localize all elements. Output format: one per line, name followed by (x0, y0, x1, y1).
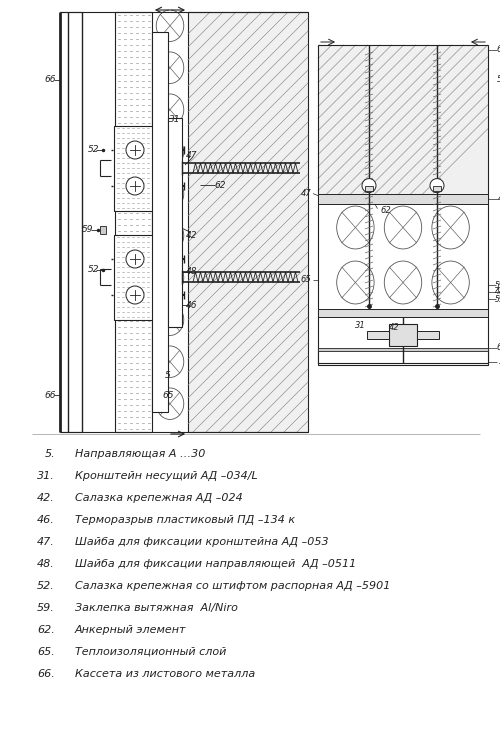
Text: Салазка крепежная АД –024: Салазка крепежная АД –024 (75, 493, 243, 503)
Bar (100, 226, 106, 234)
Text: 52.: 52. (37, 581, 55, 591)
Circle shape (362, 178, 376, 192)
Bar (389, 324, 417, 346)
Text: 66: 66 (44, 75, 56, 84)
Bar (417, 331, 439, 339)
Text: Салазка крепежная со штифтом распорная АД –5901: Салазка крепежная со штифтом распорная А… (75, 581, 390, 591)
Bar (318, 45, 488, 198)
Circle shape (430, 178, 444, 192)
Text: 59.: 59. (37, 603, 55, 613)
Text: 59: 59 (495, 280, 500, 289)
Bar (168, 118, 182, 327)
Text: 66: 66 (496, 343, 500, 352)
Text: 62: 62 (380, 206, 392, 215)
Text: 52: 52 (496, 75, 500, 84)
Text: Кронштейн несущий АД –034/L: Кронштейн несущий АД –034/L (75, 471, 258, 481)
Text: 65: 65 (162, 391, 174, 400)
Text: Заклепка вытяжная  Al/Niro: Заклепка вытяжная Al/Niro (75, 603, 238, 613)
Circle shape (126, 286, 144, 304)
Text: Кассета из листового металла: Кассета из листового металла (75, 669, 256, 679)
Text: 31: 31 (169, 115, 181, 124)
Text: 42.: 42. (37, 493, 55, 503)
Bar (318, 45, 488, 365)
Text: 46: 46 (498, 194, 500, 203)
Circle shape (126, 141, 144, 159)
Bar (433, 186, 441, 191)
Bar (367, 331, 389, 339)
Text: 48: 48 (186, 267, 198, 277)
Text: 59: 59 (82, 226, 94, 235)
Circle shape (126, 177, 144, 195)
Text: 31.: 31. (37, 471, 55, 481)
Bar (114, 126, 156, 210)
Bar (318, 349, 488, 363)
Bar (114, 235, 156, 320)
Text: 65: 65 (300, 275, 312, 284)
Text: 65.: 65. (37, 647, 55, 657)
Text: Теплоизоляционный слой: Теплоизоляционный слой (75, 647, 227, 657)
Text: 66.: 66. (37, 669, 55, 679)
Text: 66: 66 (44, 391, 56, 400)
Text: 62.: 62. (37, 625, 55, 635)
Circle shape (126, 250, 144, 268)
Bar (318, 348, 488, 351)
Text: 48.: 48. (37, 559, 55, 569)
Bar (365, 186, 373, 191)
Text: 66: 66 (496, 45, 500, 55)
Text: Анкерный элемент: Анкерный элемент (75, 625, 186, 635)
Text: 47.: 47. (37, 537, 55, 547)
Text: 46: 46 (186, 300, 198, 309)
Text: 31: 31 (355, 320, 366, 329)
Text: 47: 47 (186, 150, 198, 160)
Text: 46.: 46. (37, 515, 55, 525)
Text: 52: 52 (88, 266, 100, 275)
Text: 48: 48 (495, 288, 500, 297)
Text: 52: 52 (88, 146, 100, 155)
Text: Направляющая А …30: Направляющая А …30 (75, 449, 206, 459)
Text: Терморазрыв пластиковый ПД –134 к: Терморазрыв пластиковый ПД –134 к (75, 515, 295, 525)
Text: Шайба для фиксации кронштейна АД –053: Шайба для фиксации кронштейна АД –053 (75, 537, 328, 547)
Text: 47: 47 (300, 189, 312, 198)
Bar (152, 32, 168, 412)
Text: Шайба для фиксации направляющей  АД –0511: Шайба для фиксации направляющей АД –0511 (75, 559, 356, 569)
Text: 59: 59 (495, 295, 500, 303)
Bar (318, 194, 488, 204)
Text: 42: 42 (186, 230, 198, 240)
Bar (115, 12, 152, 432)
Text: 62: 62 (214, 181, 226, 189)
Text: 42: 42 (389, 323, 400, 332)
Text: 5: 5 (165, 371, 171, 380)
Text: 5.: 5. (44, 449, 55, 459)
Bar (188, 12, 308, 432)
Bar (318, 309, 488, 317)
